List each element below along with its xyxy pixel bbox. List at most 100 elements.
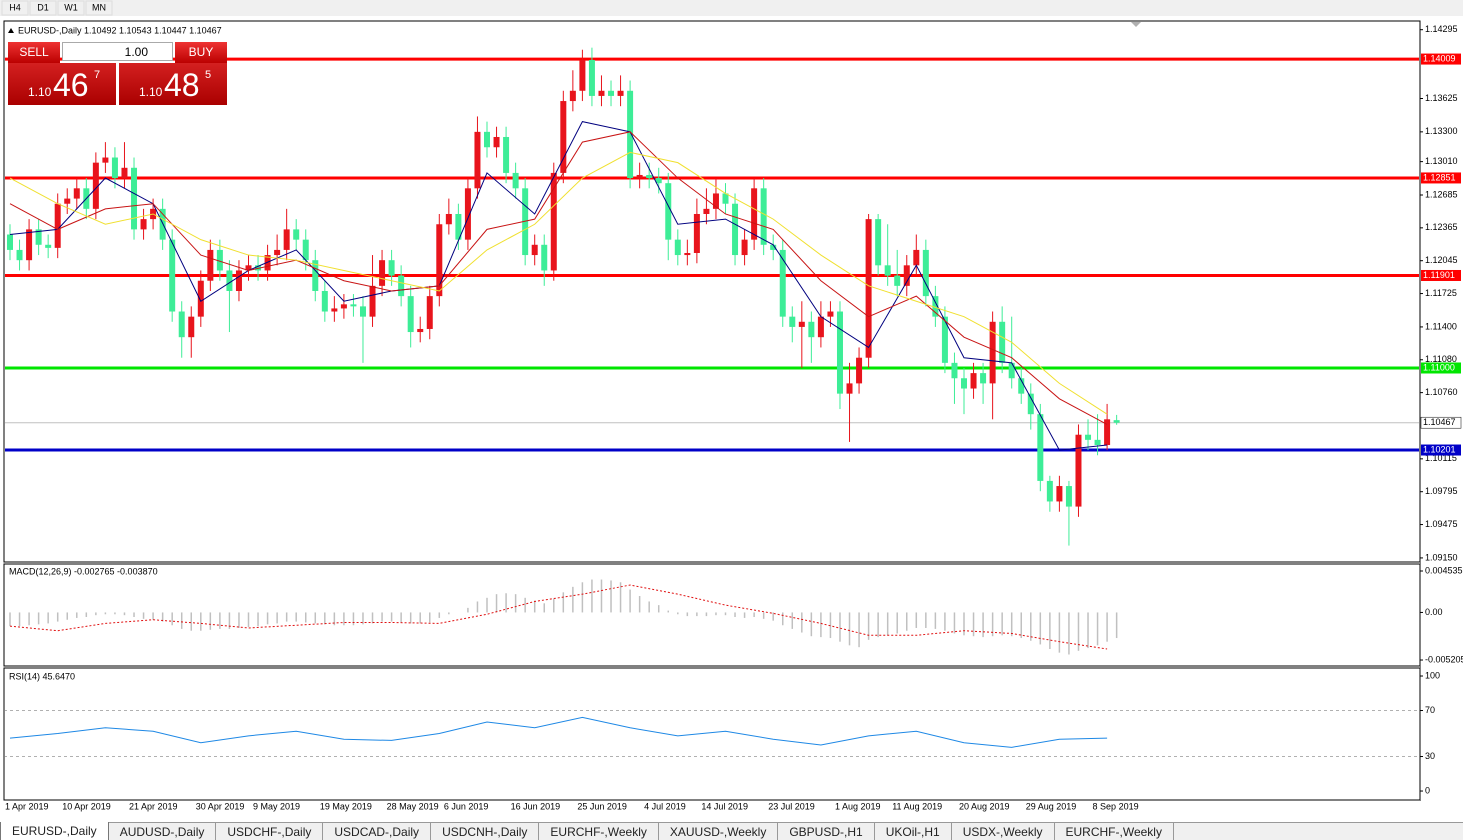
candle-body [1056,486,1063,502]
y-tick-label: 1.11725 [1425,288,1457,298]
candle-body [770,244,777,250]
candle-body [951,362,958,379]
candle-body [875,219,882,266]
period-label: W1 [64,2,78,12]
candle-body [617,90,624,96]
x-tick-label: 1 Apr 2019 [5,801,49,811]
x-tick-label: 29 Aug 2019 [1026,801,1077,811]
candle-body [798,321,805,327]
candle-body [1037,414,1044,481]
candle-body [980,373,987,384]
candle-body [522,188,529,256]
y-tick-label: 1.12685 [1425,189,1458,199]
candle-body [464,188,471,240]
y-tick-label: 0.004535 [1425,565,1463,575]
chart-tab[interactable]: EURUSD-,Daily [0,822,109,840]
candle-body [1065,486,1072,507]
candle-body [856,357,863,384]
period-button[interactable] [57,0,85,16]
pane-frame [3,667,1421,801]
buy-button[interactable]: BUY [175,42,227,63]
rsi-title: RSI(14) 45.6470 [9,671,75,681]
candle-body [102,157,109,163]
macd-signal-line [9,584,1108,650]
chart-plot [5,47,1419,546]
y-tick-label: -0.005205 [1425,654,1463,664]
x-tick-label: 20 Aug 2019 [959,801,1010,811]
candle-body [1104,419,1111,445]
candle-body [131,167,138,230]
candle-body [388,260,395,276]
candle-body [789,316,796,327]
candle-body [674,239,681,256]
period-button[interactable] [29,0,57,16]
candle-body [941,316,948,363]
chart-tab[interactable]: UKOil-,H1 [875,823,952,840]
candle-body [732,203,739,256]
candle-body [121,167,128,179]
price-prefix: 1.10 [28,85,52,99]
x-tick-label: 19 May 2019 [320,801,372,811]
y-tick-label: 0.00 [1425,607,1443,617]
period-label: H4 [9,2,21,12]
candle-body [903,265,910,286]
y-tick-label: 1.10115 [1425,453,1457,463]
chart-tab[interactable]: USDCNH-,Daily [431,823,540,840]
chart-tab[interactable]: EURCHF-,Weekly [539,823,659,840]
chart-tab[interactable]: EURCHF-,Weekly [1055,823,1174,840]
candle-body [913,249,920,266]
candle-body [932,296,939,317]
x-tick-label: 4 Jul 2019 [644,801,686,811]
x-tick-label: 25 Jun 2019 [577,801,627,811]
candle-body [169,239,176,312]
candle-body [1046,480,1053,502]
chart-tab[interactable]: XAUUSD-,Weekly [659,823,779,840]
candle-body [407,296,414,333]
candle-body [1094,439,1101,445]
period-button[interactable] [1,0,29,16]
x-tick-label: 21 Apr 2019 [129,801,178,811]
candle-body [140,219,147,230]
chart-canvas: H4 D1 W1 MN 1.14295 1.13625 1.13300 1.13010 1.12… [0,0,1463,811]
candle-body [369,285,376,317]
candle-body [608,90,615,96]
candle-body [417,328,424,333]
level-label-box [1421,362,1461,374]
price-fraction: 5 [205,69,212,81]
x-tick-label: 8 Sep 2019 [1093,801,1139,811]
sell-button[interactable]: SELL [8,42,60,63]
y-tick-label: 30 [1425,751,1435,761]
candle-body [45,244,52,248]
y-tick-label: 1.09150 [1425,552,1458,562]
level-label: 1.12851 [1423,172,1456,182]
candle-body [627,90,634,179]
candle-body [26,229,33,261]
candle-body [760,188,767,245]
candle-body [541,244,548,271]
candle-body [884,265,891,276]
chart-tab[interactable]: USDCHF-,Daily [216,823,324,840]
lots-input[interactable]: 1.00 [62,42,173,61]
candle-body [808,321,815,338]
sell-price[interactable]: 1.10 46 7 [8,63,116,105]
level-label-box [1421,269,1461,281]
candle-body [703,208,710,214]
macd-plot [9,579,1118,655]
candle-body [751,188,758,240]
chart-tab[interactable]: GBPUSD-,H1 [778,823,875,840]
period-button[interactable] [85,0,113,16]
pane-frame [3,563,1421,667]
y-tick-label: 100 [1425,670,1440,680]
candle-body [531,244,538,256]
y-tick-label: 1.10760 [1425,387,1458,397]
candle-body [712,193,719,209]
buy-price[interactable]: 1.10 48 5 [119,63,227,105]
chart-tab[interactable]: AUDUSD-,Daily [109,823,217,840]
rsi-line [9,716,1108,748]
macd-title: MACD(12,26,9) -0.002765 -0.003870 [9,566,158,576]
y-tick-label: 1.09475 [1425,519,1458,529]
chart-tab[interactable]: USDCAD-,Daily [323,823,432,840]
chart-tab[interactable]: USDX-,Weekly [952,823,1055,840]
candle-body [817,316,824,338]
